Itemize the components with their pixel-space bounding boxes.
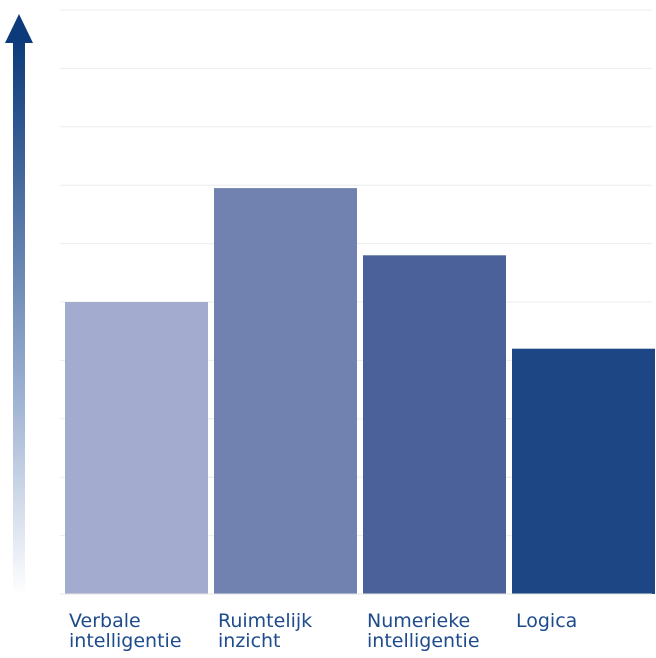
category-label: Numerieke intelligentie [367,610,480,652]
category-label-line: Logica [516,610,577,632]
category-label-line: Verbale [69,610,141,632]
category-label-line: Numerieke [367,610,470,632]
bar [214,188,357,594]
bars [65,188,655,595]
category-label-line: inzicht [218,630,281,652]
category-label-line: Ruimtelijk [218,610,312,632]
category-label: Logica [516,610,577,632]
category-label-line: intelligentie [367,630,480,652]
category-label: Verbale intelligentie [69,610,182,652]
bar [363,255,506,595]
category-label: Ruimtelijk inzicht [218,610,312,652]
vertical-arrow-icon [5,14,33,595]
bar [512,348,655,594]
bar [65,302,208,594]
category-label-line: intelligentie [69,630,182,652]
